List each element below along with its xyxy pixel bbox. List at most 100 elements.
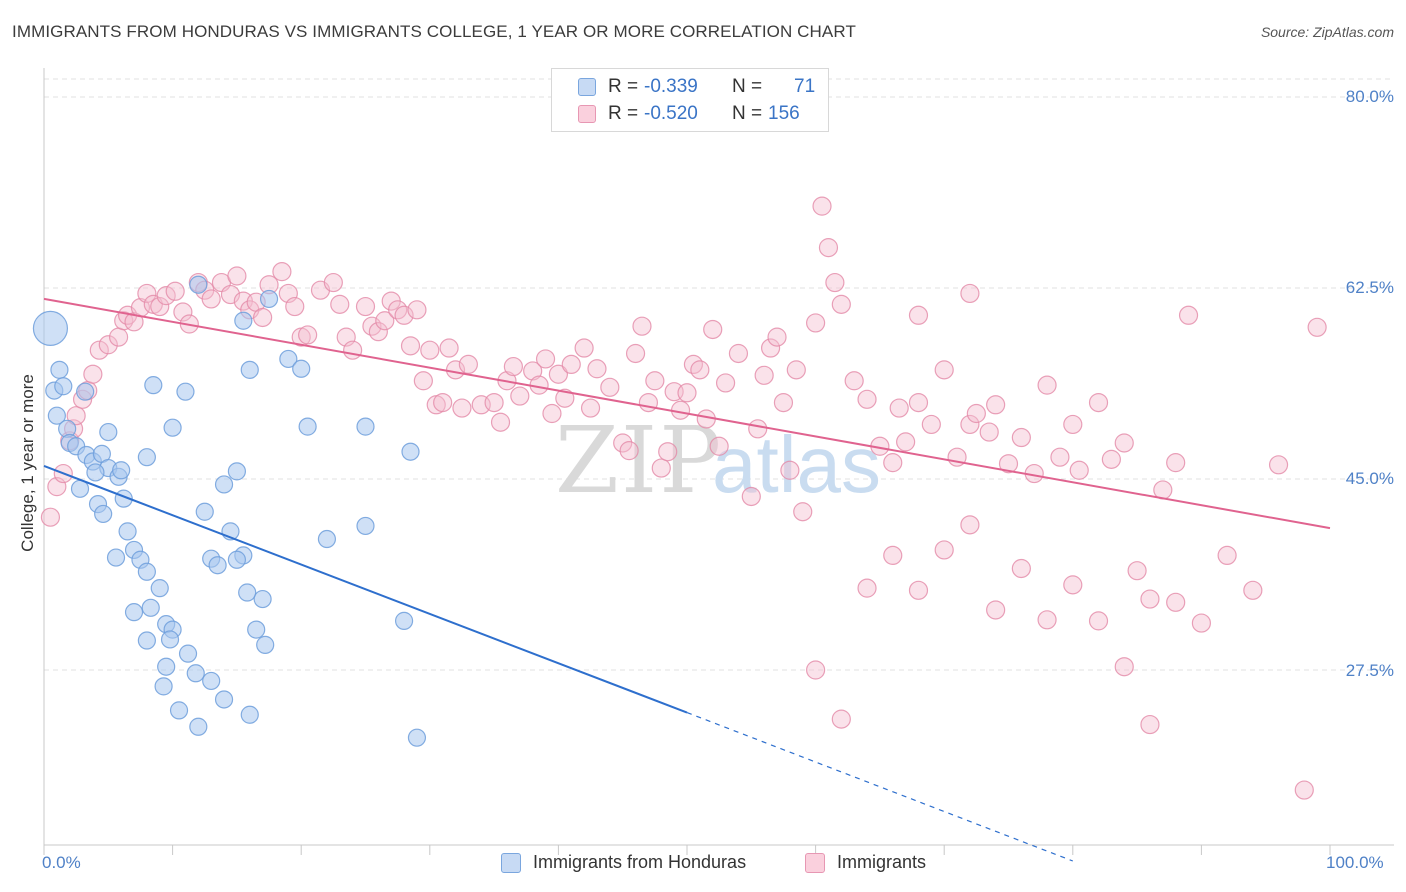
immigrants-point [690, 360, 710, 380]
legend-row-honduras: R = -0.339 N = 71 [552, 74, 828, 100]
immigrants-point [857, 578, 877, 598]
immigrants-point [40, 507, 61, 527]
immigrants-point [1101, 449, 1121, 469]
r-value: -0.339 [644, 76, 698, 97]
immigrants-point [1063, 414, 1083, 435]
immigrants-point [625, 343, 646, 364]
immigrants-point [805, 660, 826, 680]
y-tick-label: 80.0% [1345, 87, 1394, 106]
immigrants-point [555, 388, 575, 408]
immigrants-point [1088, 393, 1109, 413]
immigrants-point [1114, 657, 1134, 677]
immigrants-point [407, 300, 427, 320]
immigrants-point [677, 383, 697, 403]
immigrants-point [1011, 558, 1031, 579]
immigrants-point [201, 289, 221, 309]
immigrants-point [658, 442, 678, 462]
chart-source: Source: ZipAtlas.com [1260, 24, 1394, 40]
immigrants-point [728, 343, 749, 364]
immigrants-point [561, 354, 581, 374]
immigrants-point [1166, 592, 1186, 612]
immigrants-point [619, 441, 639, 461]
honduras-point [227, 462, 246, 481]
legend-item-honduras[interactable]: Immigrants from Honduras [501, 852, 746, 873]
immigrants-point [998, 454, 1019, 474]
honduras-swatch [578, 78, 596, 96]
immigrants-point [420, 340, 440, 360]
immigrants-point [173, 302, 193, 322]
honduras-point [160, 630, 180, 649]
immigrants-point [523, 361, 543, 381]
immigrants-point [638, 393, 659, 413]
y-tick-label: 45.0% [1345, 469, 1394, 488]
immigrants-point [400, 336, 421, 356]
immigrants-point [741, 486, 761, 507]
y-tick-label: 62.5% [1345, 278, 1394, 297]
immigrants-point [934, 540, 954, 560]
honduras-point [195, 502, 214, 521]
honduras-point [240, 705, 259, 724]
immigrants-point [960, 515, 980, 535]
immigrants-point [368, 322, 388, 342]
immigrants-point [542, 403, 562, 424]
immigrants-point [780, 460, 800, 480]
legend-row-immigrants: R = -0.520 N = 156 [552, 101, 828, 127]
honduras-point [356, 417, 375, 436]
y-axis-label: College, 1 year or more [18, 374, 37, 552]
legend-item-immigrants[interactable]: Immigrants [805, 852, 926, 873]
immigrants-point [253, 307, 273, 328]
immigrants-point [1166, 453, 1186, 473]
immigrants-point [535, 349, 556, 369]
immigrants-point [452, 398, 472, 418]
immigrants-point [150, 296, 170, 317]
n-label: N = [732, 76, 763, 97]
immigrants-point [587, 359, 607, 379]
honduras-point [247, 620, 266, 639]
honduras-point [144, 376, 163, 395]
honduras-point [208, 556, 227, 575]
immigrants-point [979, 422, 999, 442]
immigrants-point [748, 419, 768, 439]
honduras-trendline [43, 464, 688, 714]
immigrants-point [883, 453, 903, 473]
immigrants-point [165, 281, 185, 301]
honduras-point [169, 701, 189, 720]
y-tick-label: 27.5% [1345, 661, 1394, 680]
immigrants-point [844, 371, 864, 391]
x-tick-label: 100.0% [1326, 853, 1384, 872]
honduras-point [202, 671, 221, 691]
immigrants-point [921, 414, 941, 435]
immigrants-point [1114, 433, 1134, 453]
immigrants-point [330, 294, 350, 314]
immigrants-point [754, 365, 774, 385]
immigrants-point [767, 327, 787, 347]
immigrants-point [1063, 575, 1083, 595]
honduras-point [176, 382, 195, 401]
immigrants-point [439, 338, 459, 358]
immigrants-point [825, 272, 845, 293]
honduras-point [137, 448, 156, 467]
immigrants-point [883, 545, 903, 566]
immigrants-point [760, 338, 781, 358]
n-value: 156 [768, 103, 800, 124]
honduras-point [317, 529, 337, 549]
immigrants-point [1011, 427, 1031, 448]
honduras-point [292, 359, 311, 378]
honduras-point [401, 442, 420, 461]
immigrants-point [490, 412, 511, 432]
immigrants-point [1037, 375, 1057, 395]
immigrants-point [1140, 714, 1160, 735]
honduras-point [279, 349, 298, 369]
immigrants-point [137, 283, 157, 304]
immigrants-point [227, 266, 247, 286]
honduras-point [112, 461, 131, 480]
immigrants-point [632, 316, 652, 336]
honduras-point [238, 583, 257, 602]
honduras-point [157, 657, 176, 676]
immigrants-point [651, 458, 671, 478]
honduras-point [214, 690, 234, 709]
x-tick-label: 0.0% [42, 853, 81, 872]
immigrants-point [805, 313, 826, 333]
immigrants-point [343, 340, 363, 360]
